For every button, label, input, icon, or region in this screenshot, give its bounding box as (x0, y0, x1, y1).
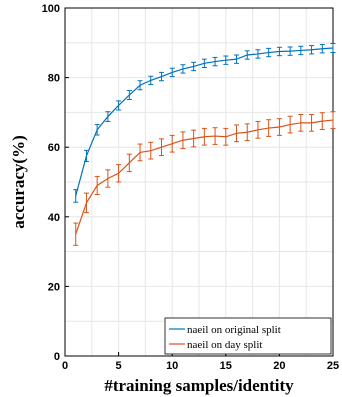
error-bar (180, 131, 186, 150)
error-bar (266, 119, 272, 137)
error-bar (158, 71, 164, 82)
error-bar (116, 164, 122, 183)
y-tick-label: 100 (42, 3, 60, 15)
error-bar (244, 50, 250, 60)
y-axis-title: accuracy(%) (9, 135, 28, 228)
legend-label: naeil on day split (187, 339, 262, 351)
legend-label: naeil on original split (187, 324, 281, 336)
error-bar (212, 127, 218, 145)
error-bar (287, 115, 293, 134)
error-bar (223, 127, 229, 146)
error-bar (234, 54, 240, 64)
error-bar (330, 42, 336, 54)
error-bar (266, 47, 272, 58)
y-tick-label: 40 (48, 212, 60, 224)
series-line (75, 47, 334, 197)
error-bar (83, 149, 89, 162)
error-bar (330, 111, 336, 129)
x-tick-label: 15 (220, 360, 232, 372)
error-bar (298, 45, 304, 56)
error-bar (169, 134, 175, 153)
y-axis: 0 20 40 60 80 100 (42, 3, 69, 363)
error-bar (126, 89, 132, 101)
error-bar (169, 67, 175, 78)
legend-box (164, 317, 332, 355)
error-bar (298, 113, 304, 132)
error-bar (244, 123, 250, 142)
y-tick-label: 20 (48, 281, 60, 293)
error-bar (73, 222, 79, 246)
x-tick-label: 25 (327, 360, 339, 372)
x-tick-label: 5 (116, 360, 122, 372)
error-bar (137, 80, 143, 91)
error-bar (105, 169, 111, 188)
error-bar (116, 100, 122, 111)
error-bar (319, 112, 325, 130)
x-axis-title: #training samples/identity (104, 376, 294, 395)
error-bar (276, 46, 282, 57)
error-bar (94, 175, 100, 196)
y-tick-label: 60 (48, 142, 60, 154)
error-bar (105, 111, 111, 122)
error-bar (83, 192, 89, 214)
error-bar (223, 55, 229, 65)
grid (64, 7, 334, 357)
legend: naeil on original split naeil on day spli… (164, 317, 332, 355)
error-bar (212, 56, 218, 67)
error-bar (319, 44, 325, 54)
series-1 (73, 42, 336, 203)
error-bar (191, 129, 197, 148)
error-bar (94, 124, 100, 136)
error-bar (287, 46, 293, 56)
x-tick-label: 10 (166, 360, 178, 372)
error-bar (255, 49, 261, 59)
error-bar (201, 127, 207, 146)
series-layer (73, 42, 336, 246)
y-tick-label: 80 (48, 73, 60, 85)
error-bar (148, 141, 154, 160)
error-bar (276, 118, 282, 136)
error-bar (126, 153, 132, 173)
error-bar (158, 138, 164, 157)
x-tick-label: 20 (273, 360, 285, 372)
plot-frame (64, 7, 334, 357)
x-tick-label: 0 (62, 360, 68, 372)
error-bar (201, 58, 207, 69)
error-bar (309, 45, 315, 55)
error-bar (255, 120, 261, 139)
x-axis: 0 5 10 15 20 25 (62, 352, 339, 372)
error-bar (180, 64, 186, 74)
error-bar (148, 75, 154, 86)
error-bar (137, 143, 143, 162)
error-bar (73, 189, 79, 203)
error-bar (309, 113, 315, 132)
error-bar (234, 124, 240, 143)
error-bar (191, 61, 197, 72)
y-tick-label: 0 (54, 351, 60, 363)
series-2 (73, 111, 336, 246)
